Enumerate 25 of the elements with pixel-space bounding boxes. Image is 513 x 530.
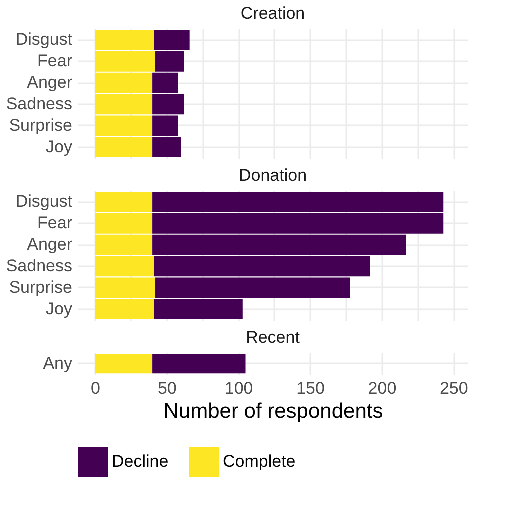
legend-label: Complete xyxy=(223,452,296,471)
text: Recent xyxy=(246,328,300,347)
x-tick-label: 150 xyxy=(296,379,325,398)
y-tick-label: Disgust xyxy=(16,192,73,212)
x-tick-label: 100 xyxy=(224,379,254,398)
chart-title: Donation xyxy=(238,166,308,185)
x-tick-label: 50 xyxy=(158,379,177,398)
y-tick-label: Disgust xyxy=(16,30,73,50)
chart-title: Creation xyxy=(240,4,306,23)
y-tick-label: Surprise xyxy=(9,278,72,297)
y-tick-label: Any xyxy=(43,354,73,373)
y-tick-label: Joy xyxy=(46,137,73,156)
y-tick-label: Sadness xyxy=(6,256,72,276)
x-tick-label: 0 xyxy=(90,379,100,398)
y-tick-label: Fear xyxy=(38,214,73,233)
y-tick-label: Sadness xyxy=(6,94,72,114)
y-tick-label: Fear xyxy=(38,52,73,71)
x-axis-title: Number of respondents xyxy=(164,400,384,424)
x-tick-label: 200 xyxy=(368,379,397,398)
legend-label: Decline xyxy=(112,452,169,471)
y-tick-label: Anger xyxy=(27,235,73,254)
x-tick-label: 250 xyxy=(440,379,468,398)
y-tick-label: Anger xyxy=(27,73,73,92)
y-tick-label: Surprise xyxy=(9,116,72,135)
y-tick-label: Joy xyxy=(46,299,73,318)
